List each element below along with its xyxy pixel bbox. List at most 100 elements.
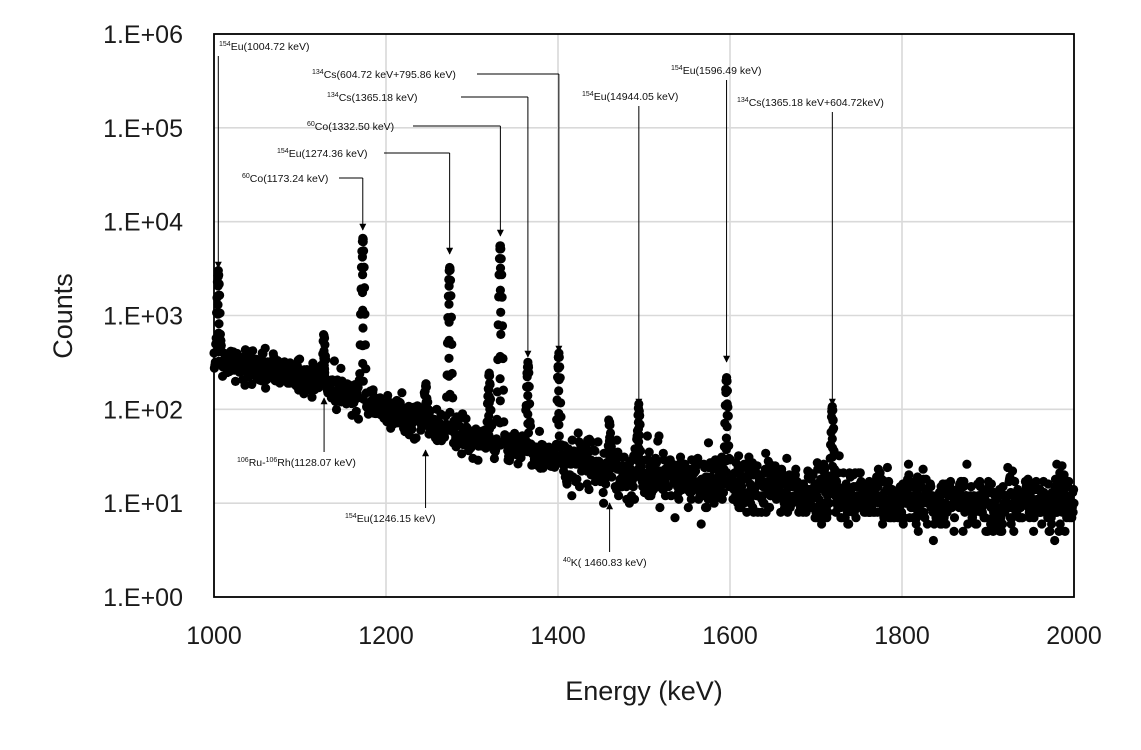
data-point [554,375,564,385]
peak-annotation: 134Cs(604.72 keV+795.86 keV) [312,69,563,353]
data-points [209,233,1079,546]
data-point [1037,519,1047,529]
data-point [757,491,767,501]
data-point [601,479,611,489]
x-tick-label: 1400 [530,622,586,650]
data-point [554,454,564,464]
data-point [553,363,563,373]
data-point [633,450,644,460]
data-point [358,234,368,244]
y-tick-labels: 1.E+00 1.E+01 1.E+02 1.E+03 1.E+04 1.E+05 1.E+… [103,21,183,612]
data-point [554,420,564,430]
data-point [461,414,471,424]
data-point [240,380,250,390]
data-point [605,420,615,430]
data-point [827,406,837,416]
data-point [495,263,506,273]
data-point [248,346,258,356]
data-point [721,444,732,455]
data-point [827,480,838,490]
peak-annotation: 134Cs(1365.18 keV) [327,92,532,358]
data-point [997,526,1007,537]
data-point [523,447,533,457]
data-point [523,390,533,401]
data-point [336,363,346,373]
data-point [1068,507,1078,517]
data-point [444,317,454,327]
data-point [851,513,861,523]
data-point [445,263,455,273]
x-tick-label: 1800 [874,622,930,650]
data-point [882,462,893,473]
data-point [523,381,534,391]
data-point [523,428,534,438]
data-point [670,513,680,523]
data-point [998,519,1008,529]
data-point [633,456,643,466]
data-point [855,468,865,478]
data-point [261,383,271,393]
data-point [484,398,494,408]
plot-frame [213,33,1075,598]
data-point [359,262,369,272]
data-point [598,487,608,498]
annotation-label: 134Cs(604.72 keV+795.86 keV) [312,69,456,81]
annotation-label: 106Ru-106Rh(1128.07 keV) [237,457,356,469]
peak-annotation: 60Co(1332.50 keV) [307,121,504,237]
y-tick-label: 1.E+00 [103,584,183,612]
data-point [1060,526,1070,537]
annotation-label: 154Eu(1004.72 keV) [219,41,310,53]
y-tick-label: 1.E+05 [103,115,183,143]
data-point [980,513,991,523]
data-point [319,333,330,343]
data-point [633,424,644,434]
data-point [1029,526,1039,537]
annotation-label: 60Co(1332.50 keV) [307,121,394,133]
data-point [444,353,454,363]
data-point [823,507,833,517]
y-tick-label: 1.E+01 [103,490,183,518]
data-point [1045,526,1055,537]
data-point [1031,476,1041,487]
data-point [607,472,617,482]
data-point [703,438,714,448]
peak-annotation: 40K( 1460.83 keV) [563,502,647,569]
data-point [586,437,597,447]
data-point [642,431,653,441]
data-point [913,526,923,537]
data-point [654,431,664,441]
data-point [1010,476,1020,487]
data-point [683,502,693,513]
annotation-label: 60Co(1173.24 keV) [242,173,328,185]
data-point [782,453,792,463]
data-point [421,382,431,392]
data-point [445,425,455,435]
x-tick-label: 1000 [186,622,242,650]
data-point [496,329,506,339]
data-point [213,272,223,282]
data-point [828,489,838,499]
data-point [722,479,732,489]
data-point [941,519,951,529]
data-point [1050,535,1060,546]
data-point [721,456,731,466]
data-point [1007,466,1018,476]
data-point [358,358,368,369]
data-point [721,467,732,477]
data-point [1043,479,1053,489]
data-point [498,385,508,395]
data-point [962,459,972,469]
data-point [765,502,775,513]
data-point [554,386,564,396]
data-point [411,433,421,443]
peak-annotations: 154Eu(1004.72 keV) 134Cs(604.72 keV+795.8… [214,41,884,569]
data-point [722,410,732,420]
data-point [655,502,665,513]
data-point [834,451,844,461]
data-point [721,387,731,398]
data-point [523,400,533,410]
data-point [827,461,838,471]
data-point [922,519,933,529]
data-point [828,416,838,426]
data-point [489,453,499,464]
